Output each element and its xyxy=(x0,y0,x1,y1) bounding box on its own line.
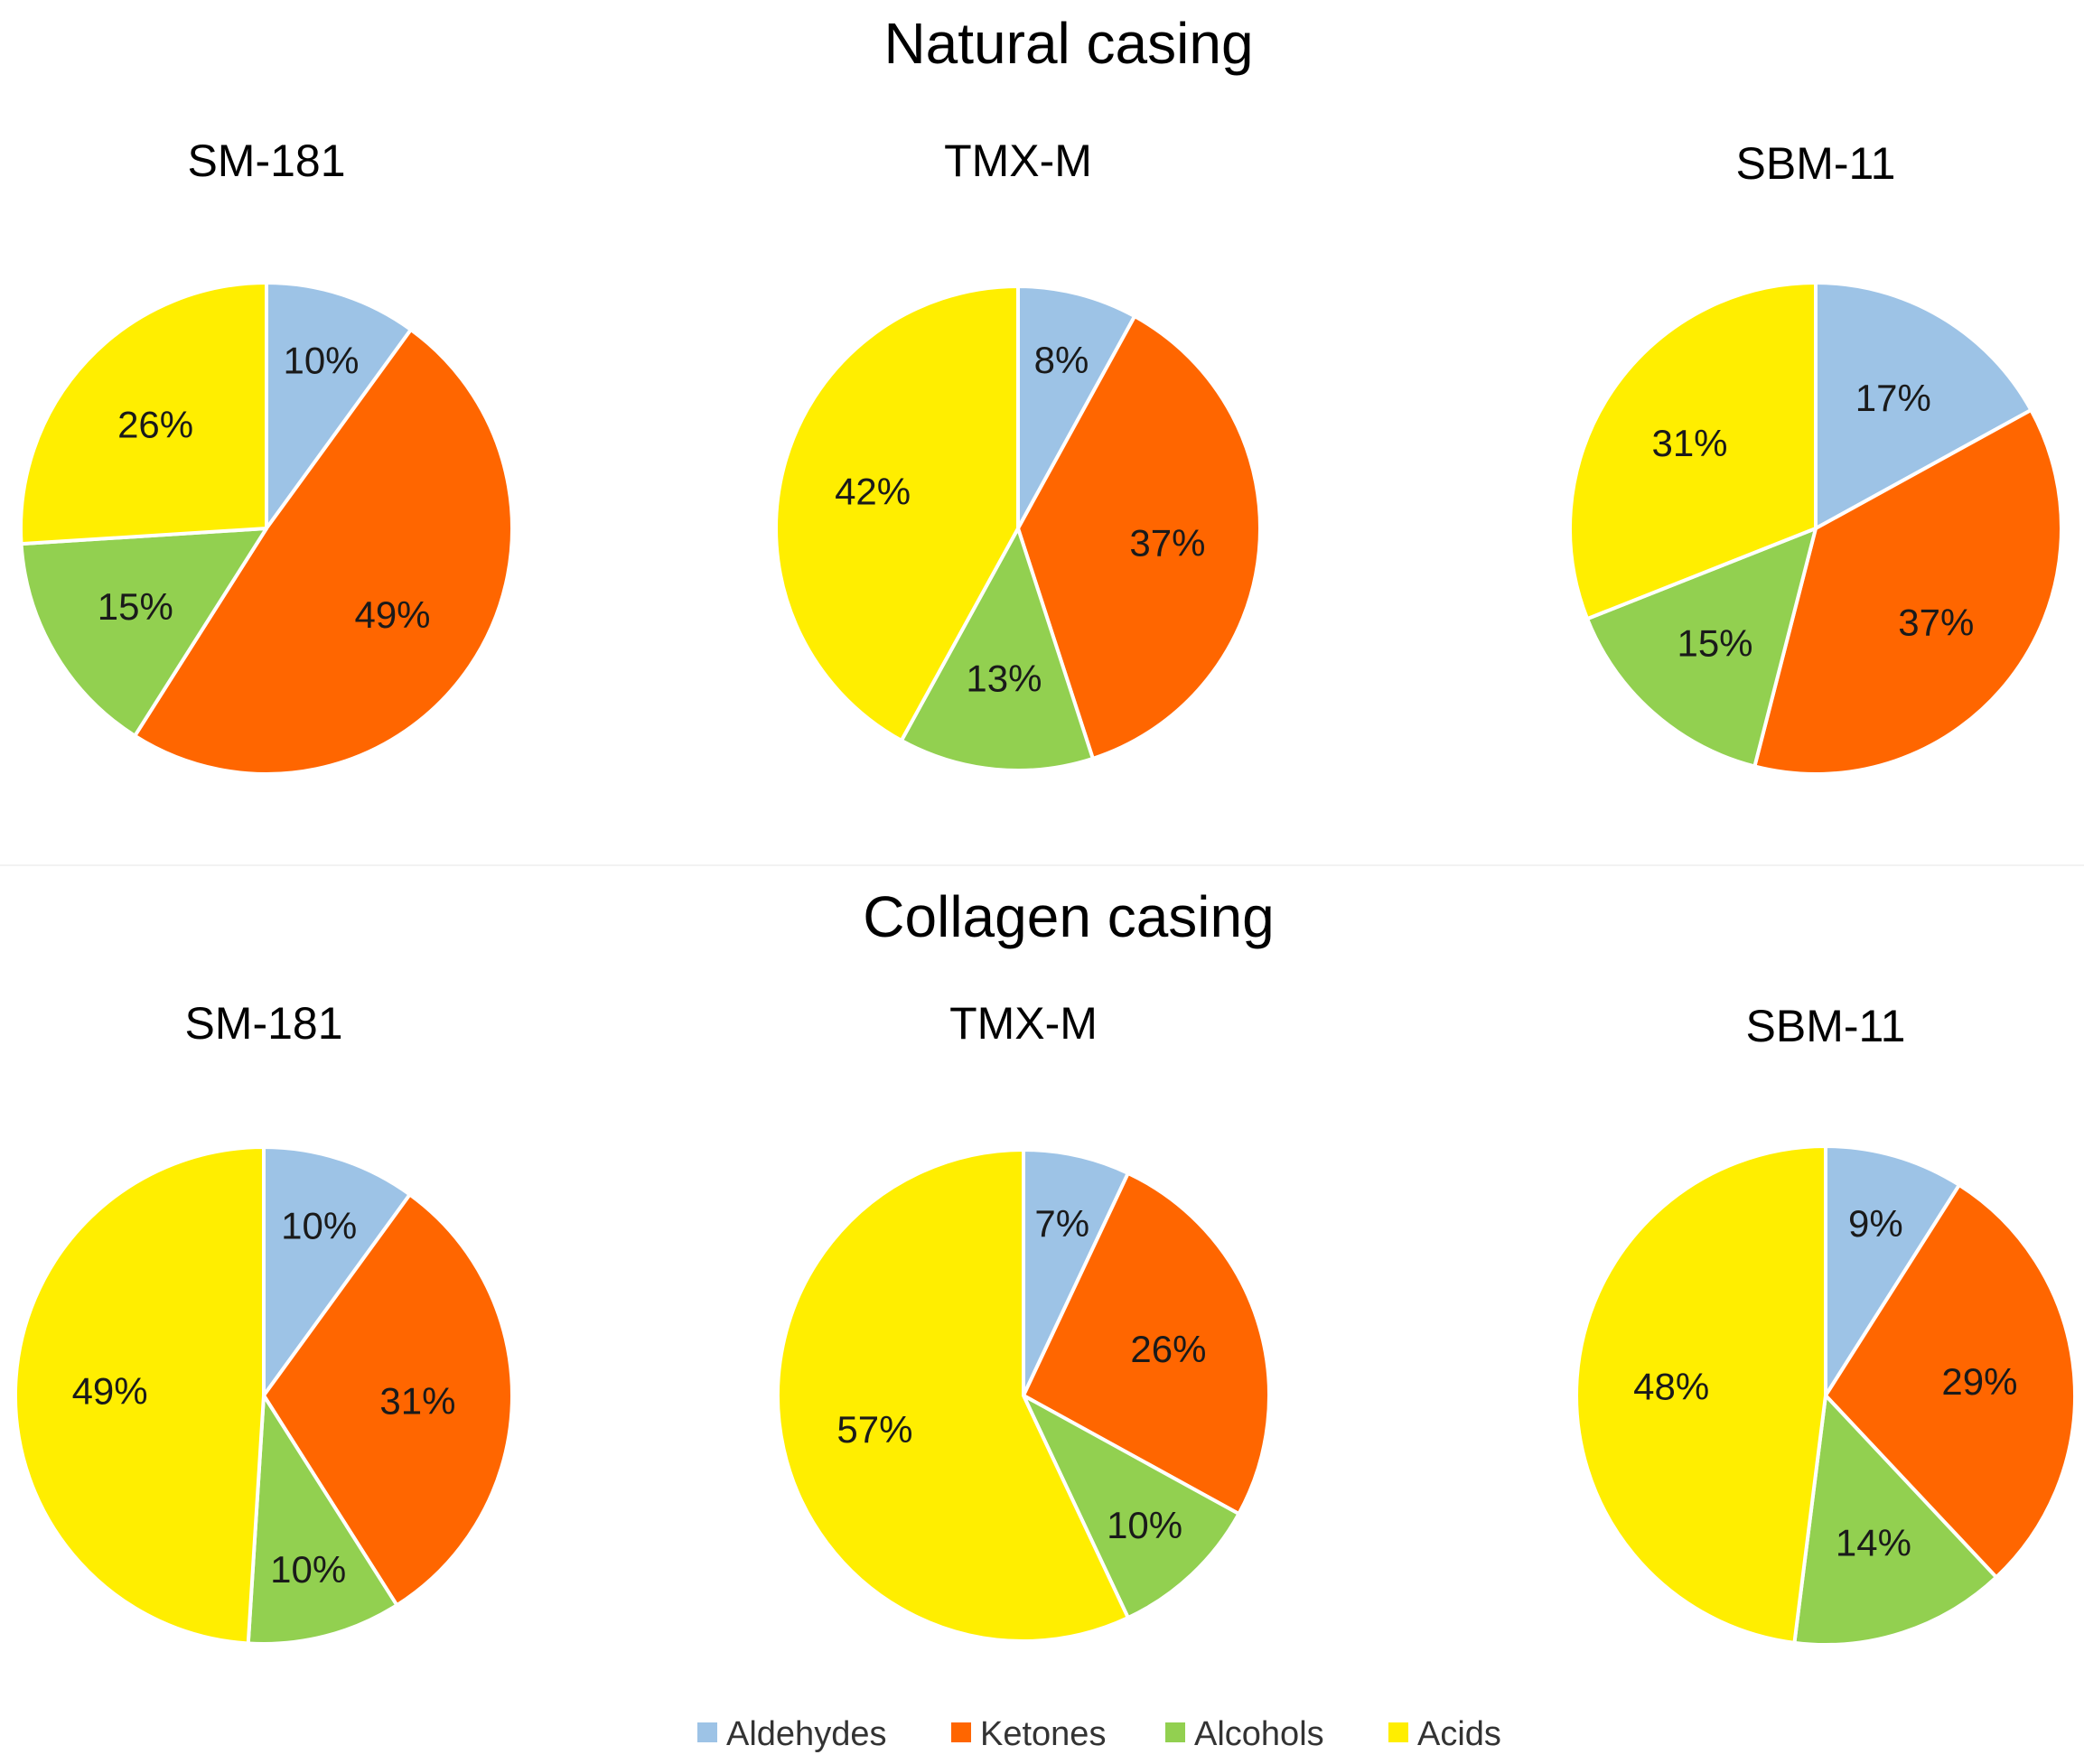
pie-slice-ketones xyxy=(133,327,514,776)
pie-slice-alcohols xyxy=(1792,1394,1998,1647)
legend-label-ketones: Ketones xyxy=(980,1715,1106,1753)
pie-slice-ketones xyxy=(1016,314,1262,761)
pie-slice-alcohols xyxy=(246,1394,399,1646)
pie-chart-title: SBM-11 xyxy=(1746,1001,1906,1051)
pie-data-label-ketones: 26% xyxy=(1130,1328,1206,1370)
legend-swatch-alcohols xyxy=(1165,1722,1185,1742)
pie-slice-aldehydes xyxy=(1016,285,1137,530)
pie-chart-natural-sm-181: SM-181 10% 49% 15% 26% xyxy=(19,135,514,776)
pie-slice-ketones xyxy=(262,1192,514,1608)
pie-data-label-aldehydes: 10% xyxy=(281,1205,357,1247)
pie-data-label-aldehydes: 9% xyxy=(1848,1202,1903,1245)
legend-swatch-aldehydes xyxy=(697,1722,717,1742)
pie-data-label-aldehydes: 7% xyxy=(1034,1202,1089,1245)
pie-slice-acids xyxy=(14,1145,266,1646)
pie-data-label-alcohols: 14% xyxy=(1836,1522,1911,1564)
legend-label-aldehydes: Aldehydes xyxy=(726,1715,886,1753)
pie-slice-aldehydes xyxy=(1022,1148,1130,1397)
section-title-collagen: Collagen casing xyxy=(863,884,1274,949)
pie-data-label-acids: 42% xyxy=(835,471,911,513)
pie-data-label-acids: 49% xyxy=(72,1370,148,1413)
pie-data-label-ketones: 37% xyxy=(1129,522,1205,565)
pie-data-label-alcohols: 10% xyxy=(270,1548,346,1591)
pie-slice-alcohols xyxy=(19,527,268,738)
legend: Aldehydes Ketones Alcohols Acids xyxy=(697,1715,1501,1753)
pie-chart-collagen-tmx-m: TMX-M 7% 26% 10% 57% xyxy=(775,998,1271,1643)
pie-chart-natural-tmx-m: TMX-M 8% 37% 13% 42% xyxy=(774,135,1262,772)
pie-chart-title: SM-181 xyxy=(184,998,342,1049)
pie-data-label-acids: 26% xyxy=(117,404,193,446)
pie-chart-natural-sbm-11: SBM-11 17% 37% 15% 31% xyxy=(1568,138,2063,776)
pie-slice-alcohols xyxy=(1022,1394,1241,1620)
pie-chart-collagen-sm-181: SM-181 10% 31% 10% 49% xyxy=(14,998,514,1646)
pie-data-label-acids: 31% xyxy=(1651,422,1727,464)
pie-data-label-ketones: 37% xyxy=(1898,601,1974,643)
pie-slice-acids xyxy=(1575,1144,1827,1645)
pie-chart-collagen-sbm-11: SBM-11 9% 29% 14% 48% xyxy=(1575,1001,2077,1647)
pie-slice-acids xyxy=(775,1148,1130,1643)
pie-data-label-ketones: 31% xyxy=(379,1379,455,1422)
pie-data-label-alcohols: 15% xyxy=(98,585,173,628)
pie-data-label-aldehydes: 8% xyxy=(1034,339,1089,381)
pie-data-label-aldehydes: 10% xyxy=(283,340,359,382)
legend-label-acids: Acids xyxy=(1417,1715,1501,1753)
pie-slice-ketones xyxy=(1824,1182,2077,1580)
legend-swatch-ketones xyxy=(951,1722,971,1742)
pie-charts: SM-181 10% 49% 15% 26% TMX-M 8% 37% 13% 42% SBM-11… xyxy=(14,135,2077,1647)
pie-data-label-aldehydes: 17% xyxy=(1855,377,1931,419)
pie-slice-alcohols xyxy=(1585,527,1818,769)
pie-data-label-acids: 57% xyxy=(836,1408,912,1451)
pie-chart-title: TMX-M xyxy=(949,998,1098,1049)
pie-slice-acids xyxy=(19,281,268,546)
pie-slice-acids xyxy=(1568,281,1818,621)
pie-slice-aldehydes xyxy=(1824,1144,1961,1397)
pie-chart-title: SM-181 xyxy=(187,135,345,186)
pie-slice-aldehydes xyxy=(1814,281,2033,530)
pie-slice-alcohols xyxy=(899,527,1095,772)
pie-chart-title: TMX-M xyxy=(944,135,1092,186)
pie-data-label-alcohols: 15% xyxy=(1677,622,1752,665)
pie-data-label-ketones: 49% xyxy=(354,593,430,636)
section-title-natural: Natural casing xyxy=(883,11,1253,76)
pie-data-label-alcohols: 10% xyxy=(1107,1504,1182,1546)
pie-data-label-acids: 48% xyxy=(1633,1365,1709,1407)
pie-data-label-ketones: 29% xyxy=(1941,1360,2017,1403)
pie-slice-aldehydes xyxy=(262,1145,412,1397)
pie-slice-acids xyxy=(774,285,1020,742)
legend-swatch-acids xyxy=(1388,1722,1408,1742)
pie-slice-aldehydes xyxy=(265,281,413,530)
pie-data-label-alcohols: 13% xyxy=(966,657,1042,699)
pie-chart-title: SBM-11 xyxy=(1736,138,1896,189)
pie-slice-ketones xyxy=(1752,407,2063,776)
legend-label-alcohols: Alcohols xyxy=(1194,1715,1324,1753)
